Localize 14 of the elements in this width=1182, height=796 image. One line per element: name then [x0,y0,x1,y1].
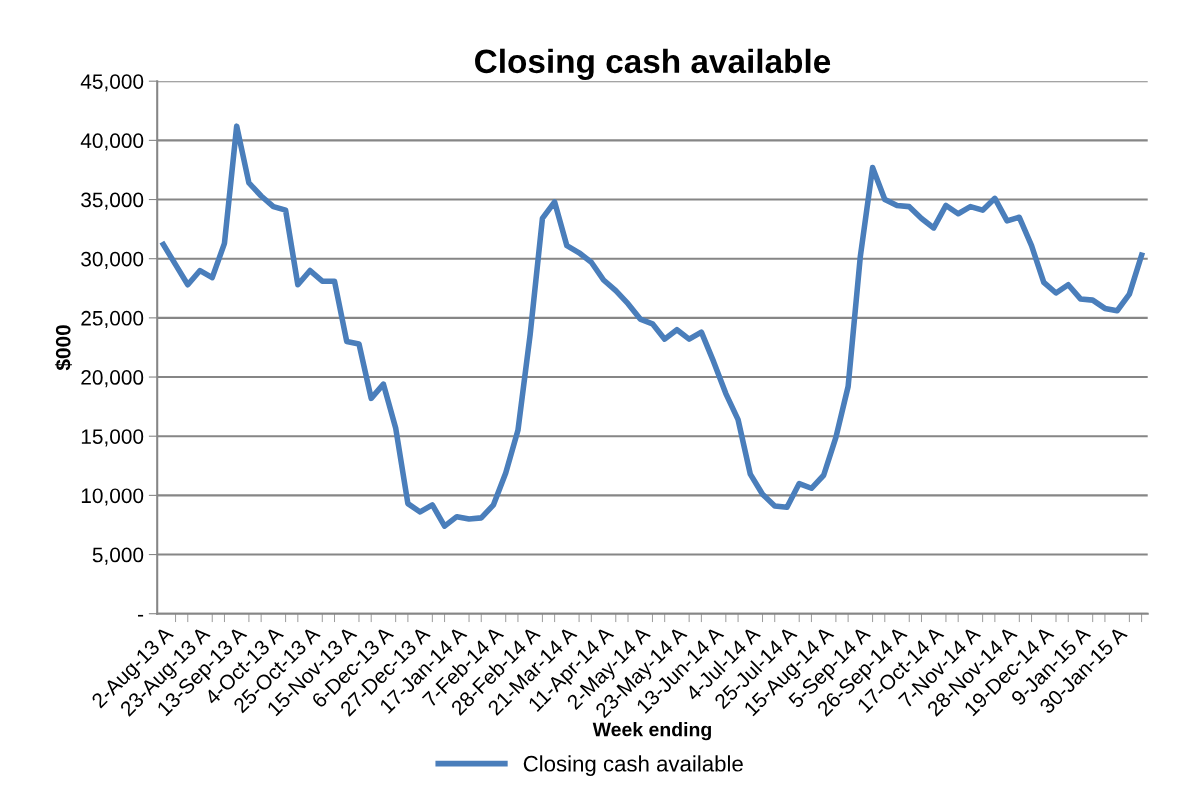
y-tick-label: 15,000 [81,429,144,447]
y-tick-label: 10,000 [81,488,144,506]
x-axis-title: Week ending [592,722,711,741]
y-axis-title: $000 [54,325,72,371]
y-tick-label: 35,000 [81,192,144,210]
y-tick-label: 20,000 [81,370,144,388]
y-tick-label: 45,000 [80,74,144,92]
y-tick-label: - [138,614,144,617]
y-tick-label: 40,000 [80,133,144,151]
y-tick-label: 30,000 [81,251,144,269]
legend-label: Closing cash available [523,755,743,776]
y-tick-label: 25,000 [81,310,144,329]
chart-title: Closing cash available [475,48,831,80]
y-tick-label: 5,000 [92,547,144,565]
